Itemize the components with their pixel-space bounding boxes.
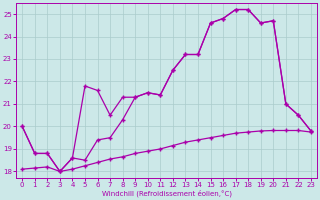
X-axis label: Windchill (Refroidissement éolien,°C): Windchill (Refroidissement éolien,°C) [101, 190, 232, 197]
